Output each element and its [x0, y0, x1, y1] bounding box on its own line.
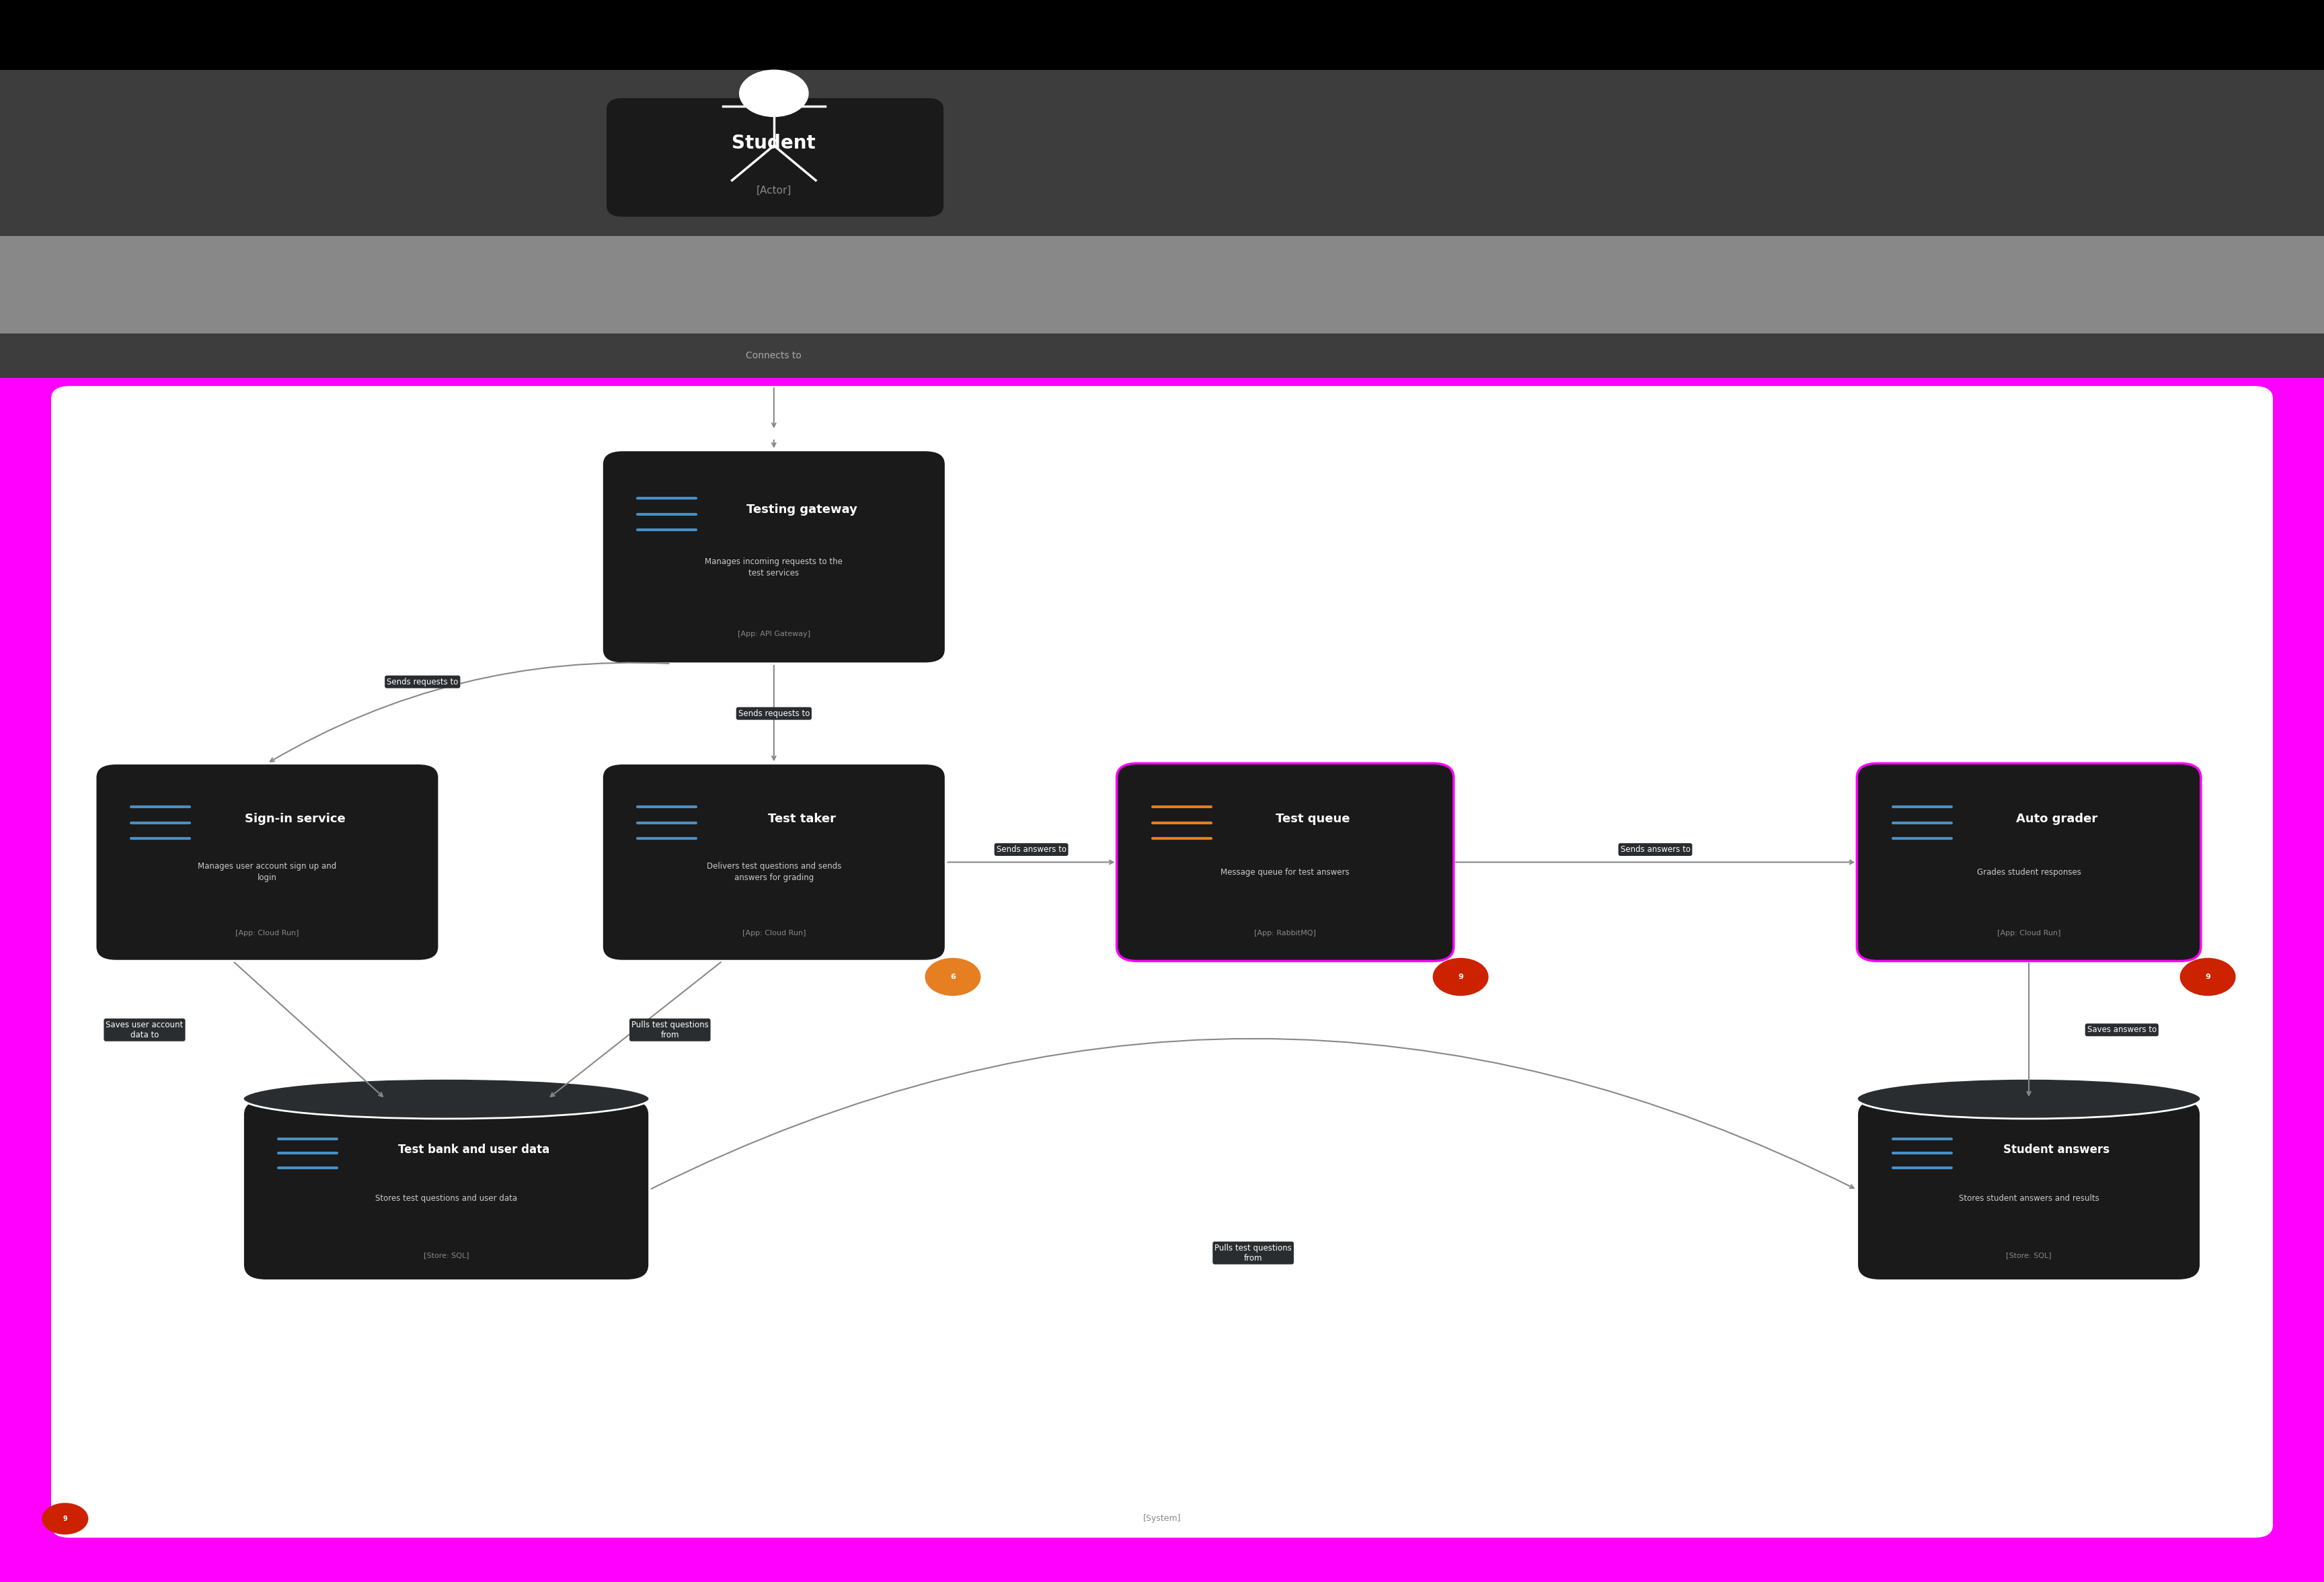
FancyBboxPatch shape — [607, 98, 944, 217]
FancyBboxPatch shape — [1118, 763, 1455, 960]
Text: [Actor]: [Actor] — [755, 185, 792, 196]
Text: Sends requests to: Sends requests to — [739, 709, 809, 718]
Text: Saves user account
data to: Saves user account data to — [107, 1020, 184, 1039]
Text: Testing gateway: Testing gateway — [746, 503, 858, 516]
Text: Test bank and user data: Test bank and user data — [397, 1144, 551, 1156]
Text: Saves answers to: Saves answers to — [2087, 1025, 2157, 1035]
Text: 9: 9 — [2205, 973, 2210, 981]
Text: [System]: [System] — [1143, 1514, 1181, 1523]
Text: Stores test questions and user data: Stores test questions and user data — [374, 1194, 518, 1204]
Text: [Store: SQL]: [Store: SQL] — [2006, 1251, 2052, 1259]
Bar — [0, 70, 2324, 236]
Text: Connects to: Connects to — [746, 351, 802, 361]
Text: Student answers: Student answers — [2003, 1144, 2110, 1156]
Text: Test taker: Test taker — [767, 813, 837, 824]
Text: Sends answers to: Sends answers to — [997, 845, 1067, 854]
FancyBboxPatch shape — [51, 386, 2273, 1538]
Text: Student: Student — [732, 134, 816, 152]
Circle shape — [739, 70, 809, 117]
Text: Sends requests to: Sends requests to — [386, 677, 458, 687]
Text: Manages user account sign up and
login: Manages user account sign up and login — [198, 862, 337, 883]
Text: Stores student answers and results: Stores student answers and results — [1959, 1194, 2099, 1204]
Bar — [0, 236, 2324, 334]
Text: 9: 9 — [1457, 973, 1464, 981]
Text: Sends answers to: Sends answers to — [1620, 845, 1690, 854]
Text: Grades student responses: Grades student responses — [1978, 867, 2080, 876]
Ellipse shape — [1857, 1079, 2201, 1118]
Text: Pulls test questions
from: Pulls test questions from — [632, 1020, 709, 1039]
Text: Auto grader: Auto grader — [2015, 813, 2099, 824]
Text: [Store: SQL]: [Store: SQL] — [423, 1251, 469, 1259]
FancyBboxPatch shape — [95, 763, 439, 960]
Bar — [0, 334, 2324, 378]
Text: [App: Cloud Run]: [App: Cloud Run] — [741, 930, 806, 937]
FancyBboxPatch shape — [244, 1098, 648, 1281]
Text: Test queue: Test queue — [1276, 813, 1350, 824]
Text: Pulls test questions
from: Pulls test questions from — [1215, 1243, 1292, 1262]
Circle shape — [2180, 957, 2236, 997]
FancyBboxPatch shape — [1857, 763, 2201, 960]
Circle shape — [925, 957, 981, 997]
Text: 6: 6 — [951, 973, 955, 981]
Circle shape — [1432, 957, 1490, 997]
Text: Delivers test questions and sends
answers for grading: Delivers test questions and sends answer… — [706, 862, 841, 883]
Text: Manages incoming requests to the
test services: Manages incoming requests to the test se… — [704, 557, 844, 577]
Text: [App: Cloud Run]: [App: Cloud Run] — [1996, 930, 2061, 937]
Text: Message queue for test answers: Message queue for test answers — [1220, 867, 1350, 876]
Text: [App: API Gateway]: [App: API Gateway] — [737, 630, 811, 638]
FancyBboxPatch shape — [602, 449, 946, 664]
Circle shape — [42, 1503, 88, 1535]
Ellipse shape — [244, 1079, 648, 1118]
Text: [App: RabbitMQ]: [App: RabbitMQ] — [1255, 930, 1315, 937]
Text: 9: 9 — [63, 1516, 67, 1522]
Bar — [0, 0, 2324, 70]
FancyBboxPatch shape — [602, 763, 946, 960]
Text: Sign-in service: Sign-in service — [244, 813, 346, 824]
Text: [App: Cloud Run]: [App: Cloud Run] — [235, 930, 300, 937]
FancyBboxPatch shape — [1857, 1098, 2201, 1281]
Bar — [0, 378, 2324, 1582]
